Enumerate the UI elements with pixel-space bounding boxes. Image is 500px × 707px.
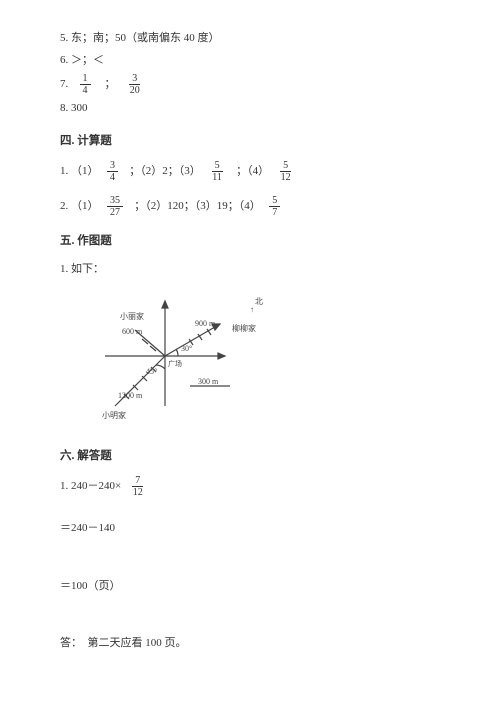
text: 8. 300	[60, 100, 88, 118]
label-900: 900 m	[195, 319, 216, 328]
text: 答： 第二天应看 100 页。	[60, 635, 187, 653]
section-6-title: 六. 解答题	[60, 447, 445, 465]
fraction: 14	[80, 73, 91, 96]
item-7: 7. 14 ； 320	[60, 73, 445, 96]
label-top: 小丽家	[120, 311, 144, 321]
label-45: 45°	[146, 367, 157, 376]
section-5-title: 五. 作图题	[60, 232, 445, 250]
label-bottom: 小明家	[102, 410, 126, 420]
sec6-row1: 1. 240－240× 712	[60, 475, 445, 498]
text: ；（4）	[228, 163, 275, 181]
text: 1. 如下：	[60, 261, 104, 279]
item-8: 8. 300	[60, 100, 445, 118]
label-1200: 1200 m	[118, 391, 143, 400]
fraction: 512	[278, 160, 294, 183]
label-right: 柳柳家	[232, 323, 256, 333]
text: 2. （1）	[60, 198, 104, 216]
label-600: 600 m	[122, 327, 143, 336]
sec4-row1: 1. （1） 34 ；（2）2；（3） 511 ；（4） 512	[60, 160, 445, 183]
sec4-row2: 2. （1） 3527 ；（2）120；（3）19；（4） 57	[60, 195, 445, 218]
fraction: 320	[127, 73, 143, 96]
direction-diagram: 小丽家 北 ↑ 600 m 900 m 柳柳家 30° 广场 45° 1200 …	[90, 286, 445, 433]
text: 1. （1）	[60, 163, 104, 181]
lead: 7.	[60, 76, 77, 94]
text: ；（2）2；（3）	[121, 163, 206, 181]
text: ；（2）120；（3）19；（4）	[126, 198, 266, 216]
sec6-row3: ＝100（页）	[60, 578, 445, 596]
sec6-row2: ＝240－140	[60, 520, 445, 538]
text: 1. 240－240×	[60, 478, 127, 496]
label-300: 300 m	[198, 377, 219, 386]
sec5-row1: 1. 如下：	[60, 261, 445, 279]
svg-text:↑: ↑	[250, 305, 254, 314]
text: 5. 东；南；50（或南偏东 40 度）	[60, 30, 220, 48]
fraction: 511	[209, 160, 225, 183]
fraction: 3527	[107, 195, 123, 218]
label-north: 北	[255, 297, 263, 306]
item-5: 5. 东；南；50（或南偏东 40 度）	[60, 30, 445, 48]
section-4-title: 四. 计算题	[60, 132, 445, 150]
text: ＝100（页）	[60, 578, 121, 596]
sec6-answer: 答： 第二天应看 100 页。	[60, 635, 445, 653]
label-30: 30°	[181, 344, 192, 353]
fraction: 57	[269, 195, 280, 218]
text: 6. ＞；＜	[60, 52, 104, 70]
fraction: 34	[107, 160, 118, 183]
item-6: 6. ＞；＜	[60, 52, 445, 70]
fraction: 712	[130, 475, 146, 498]
sep: ；	[94, 76, 124, 94]
text: ＝240－140	[60, 520, 115, 538]
label-center: 广场	[168, 359, 182, 368]
